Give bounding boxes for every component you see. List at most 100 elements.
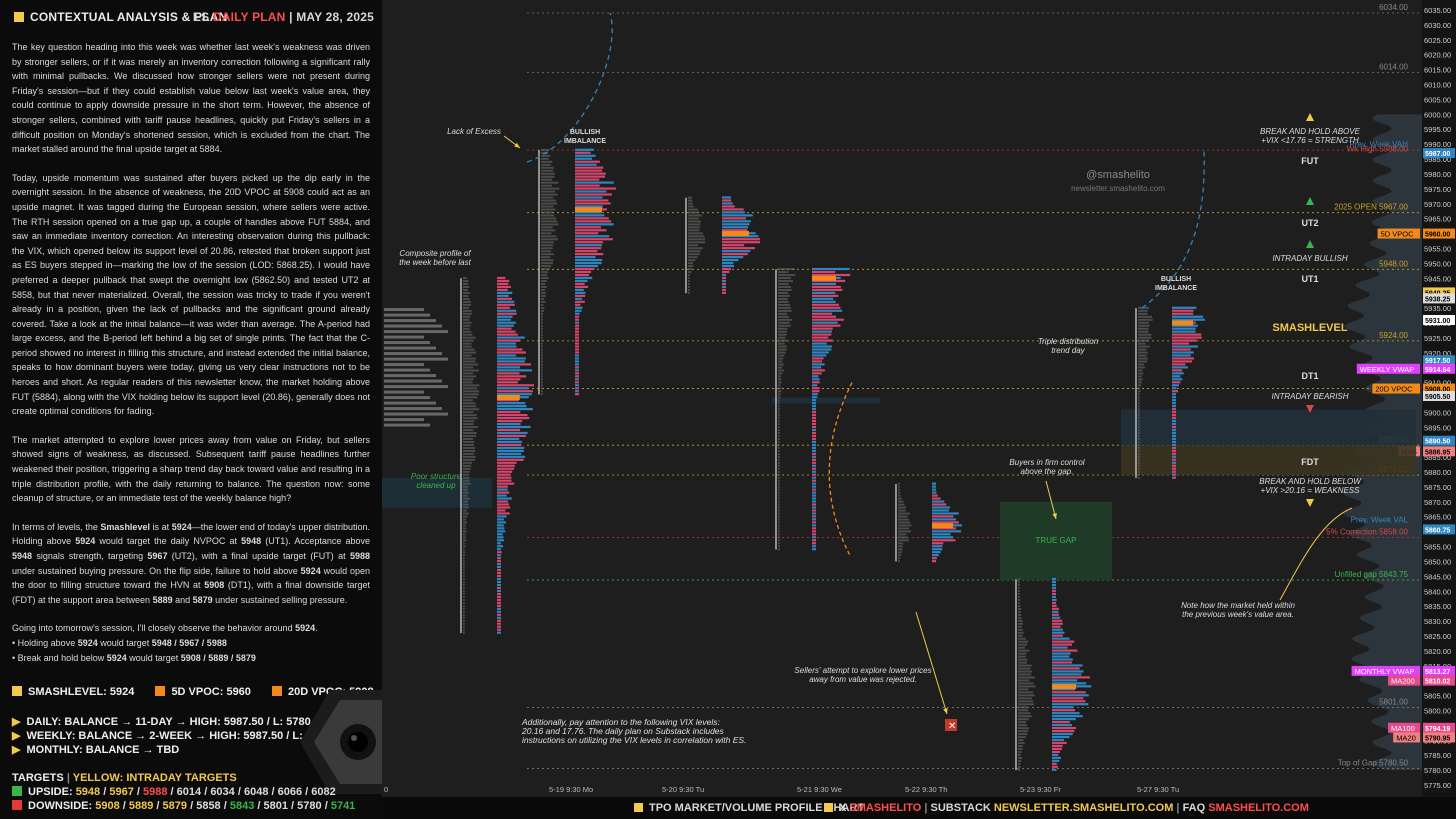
y-tick-label: 5950.00 (1424, 259, 1451, 268)
tpo-bar (463, 464, 472, 467)
volume-bar (1052, 765, 1058, 768)
tpo-bar (463, 569, 465, 572)
tpo-bar (778, 411, 780, 414)
tpo-bar (1018, 649, 1030, 652)
tpo-bar (778, 360, 783, 363)
zone-dt1 (1121, 409, 1416, 446)
tpo-bar (463, 420, 475, 423)
volume-bar (932, 539, 956, 542)
tpo-bar (1018, 765, 1021, 768)
chart-svg[interactable]: 5775.005780.005785.005790.005795.005800.… (382, 0, 1456, 797)
volume-bar (497, 539, 504, 542)
price-box-value: 5905.50 (1425, 394, 1450, 401)
tpo-bar (688, 217, 699, 220)
volume-bar (812, 390, 820, 393)
price-box-label: 20D VPOC (1375, 385, 1413, 394)
volume-bar (497, 276, 506, 280)
tpo-bar (1018, 730, 1029, 733)
volume-bar (575, 196, 603, 199)
tpo-chart[interactable]: 5775.005780.005785.005790.005795.005800.… (382, 0, 1456, 819)
tpo-bar (778, 271, 789, 274)
tpo-bar (1138, 423, 1140, 426)
tpo-bar (541, 324, 543, 327)
tpo-bar (1018, 655, 1026, 658)
volume-bar (575, 211, 602, 214)
tpo-bar (1018, 664, 1032, 667)
volume-bar (812, 297, 834, 300)
tpo-bar (778, 405, 780, 408)
volume-bar (1052, 580, 1056, 584)
tpo-bar (778, 315, 789, 318)
volume-bar (497, 437, 520, 441)
price-box (1423, 287, 1455, 298)
volume-bar (575, 369, 579, 372)
tpo-bar (541, 178, 552, 181)
volume-bar (497, 628, 501, 631)
tpo-bar (1018, 613, 1022, 616)
tpo-bar (463, 473, 470, 476)
volume-bar (1172, 378, 1183, 381)
volume-bar (722, 273, 727, 277)
tpo-bar (1018, 640, 1029, 643)
x-handle-link[interactable]: SMASHELITO (849, 802, 922, 814)
faq-link[interactable]: SMASHELITO.COM (1208, 802, 1309, 814)
volume-bar (575, 193, 612, 196)
tpo-bar (463, 590, 465, 593)
tpo-bar (1018, 622, 1023, 625)
tpo-bar (778, 390, 782, 393)
volume-bar (575, 154, 596, 157)
target-value: 5801 (263, 800, 288, 812)
tpo-bar (1138, 393, 1140, 396)
tpo-bar (541, 303, 544, 306)
volume-bar (1172, 419, 1176, 423)
tpo-bar (688, 220, 701, 223)
level-label: 2025 OPEN 5967.00 (1334, 203, 1408, 212)
volume-bar (497, 354, 517, 357)
volume-bar (812, 273, 851, 277)
tpo-bar (1018, 703, 1035, 706)
break-above-note: +VIX <17.76 = STRENGTH (1261, 136, 1359, 145)
tpo-bar (463, 578, 465, 581)
y-tick-label: 5800.00 (1424, 706, 1451, 715)
volume-bar (1172, 467, 1176, 470)
tpo-bar (898, 491, 901, 494)
tpo-bar (778, 506, 780, 509)
tpo-bar (541, 268, 550, 271)
tpo-bar (463, 318, 470, 321)
tpo-bar (778, 441, 780, 444)
tpo-bar (1138, 348, 1147, 351)
buyers-arrow-head (1052, 513, 1057, 519)
tpo-bar (778, 324, 791, 327)
buyers-note: Buyers in firm control (1009, 458, 1084, 467)
tpo-bar (463, 512, 469, 515)
tpo-bar (541, 169, 554, 172)
tpo-bar (463, 390, 480, 393)
tpo-bar (541, 154, 551, 157)
level-label: Unfilled gap 5843.75 (1335, 570, 1409, 579)
volume-bar (1052, 601, 1057, 604)
volume-bar (497, 455, 526, 458)
tpo-bar (463, 584, 465, 587)
tpo-bar (1138, 441, 1140, 444)
volume-bar (722, 202, 733, 205)
tpo-bar (688, 265, 694, 268)
tpo-bar (688, 253, 700, 256)
y-tick-label: 5895.00 (1424, 423, 1451, 432)
volume-bar (575, 345, 579, 348)
tpo-bar (688, 214, 702, 217)
tpo-bar (463, 333, 473, 336)
tpo-bar (1138, 411, 1140, 414)
tpo-bar (463, 566, 465, 569)
upside-targets: UPSIDE: 5948 / 5967 / 5988 / 6014 / 6034… (12, 786, 336, 798)
volume-bar (812, 515, 816, 518)
volume-bar (575, 357, 579, 360)
tpo-bar (688, 250, 701, 253)
volume-bar (1172, 372, 1184, 375)
tpo-bar (463, 494, 468, 497)
volume-bar (932, 494, 938, 497)
tpo-bar (463, 524, 467, 527)
volume-bar (497, 476, 512, 479)
tpo-bar (541, 256, 551, 259)
substack-link[interactable]: NEWSLETTER.SMASHELITO.COM (993, 802, 1174, 814)
volume-bar (722, 235, 759, 238)
